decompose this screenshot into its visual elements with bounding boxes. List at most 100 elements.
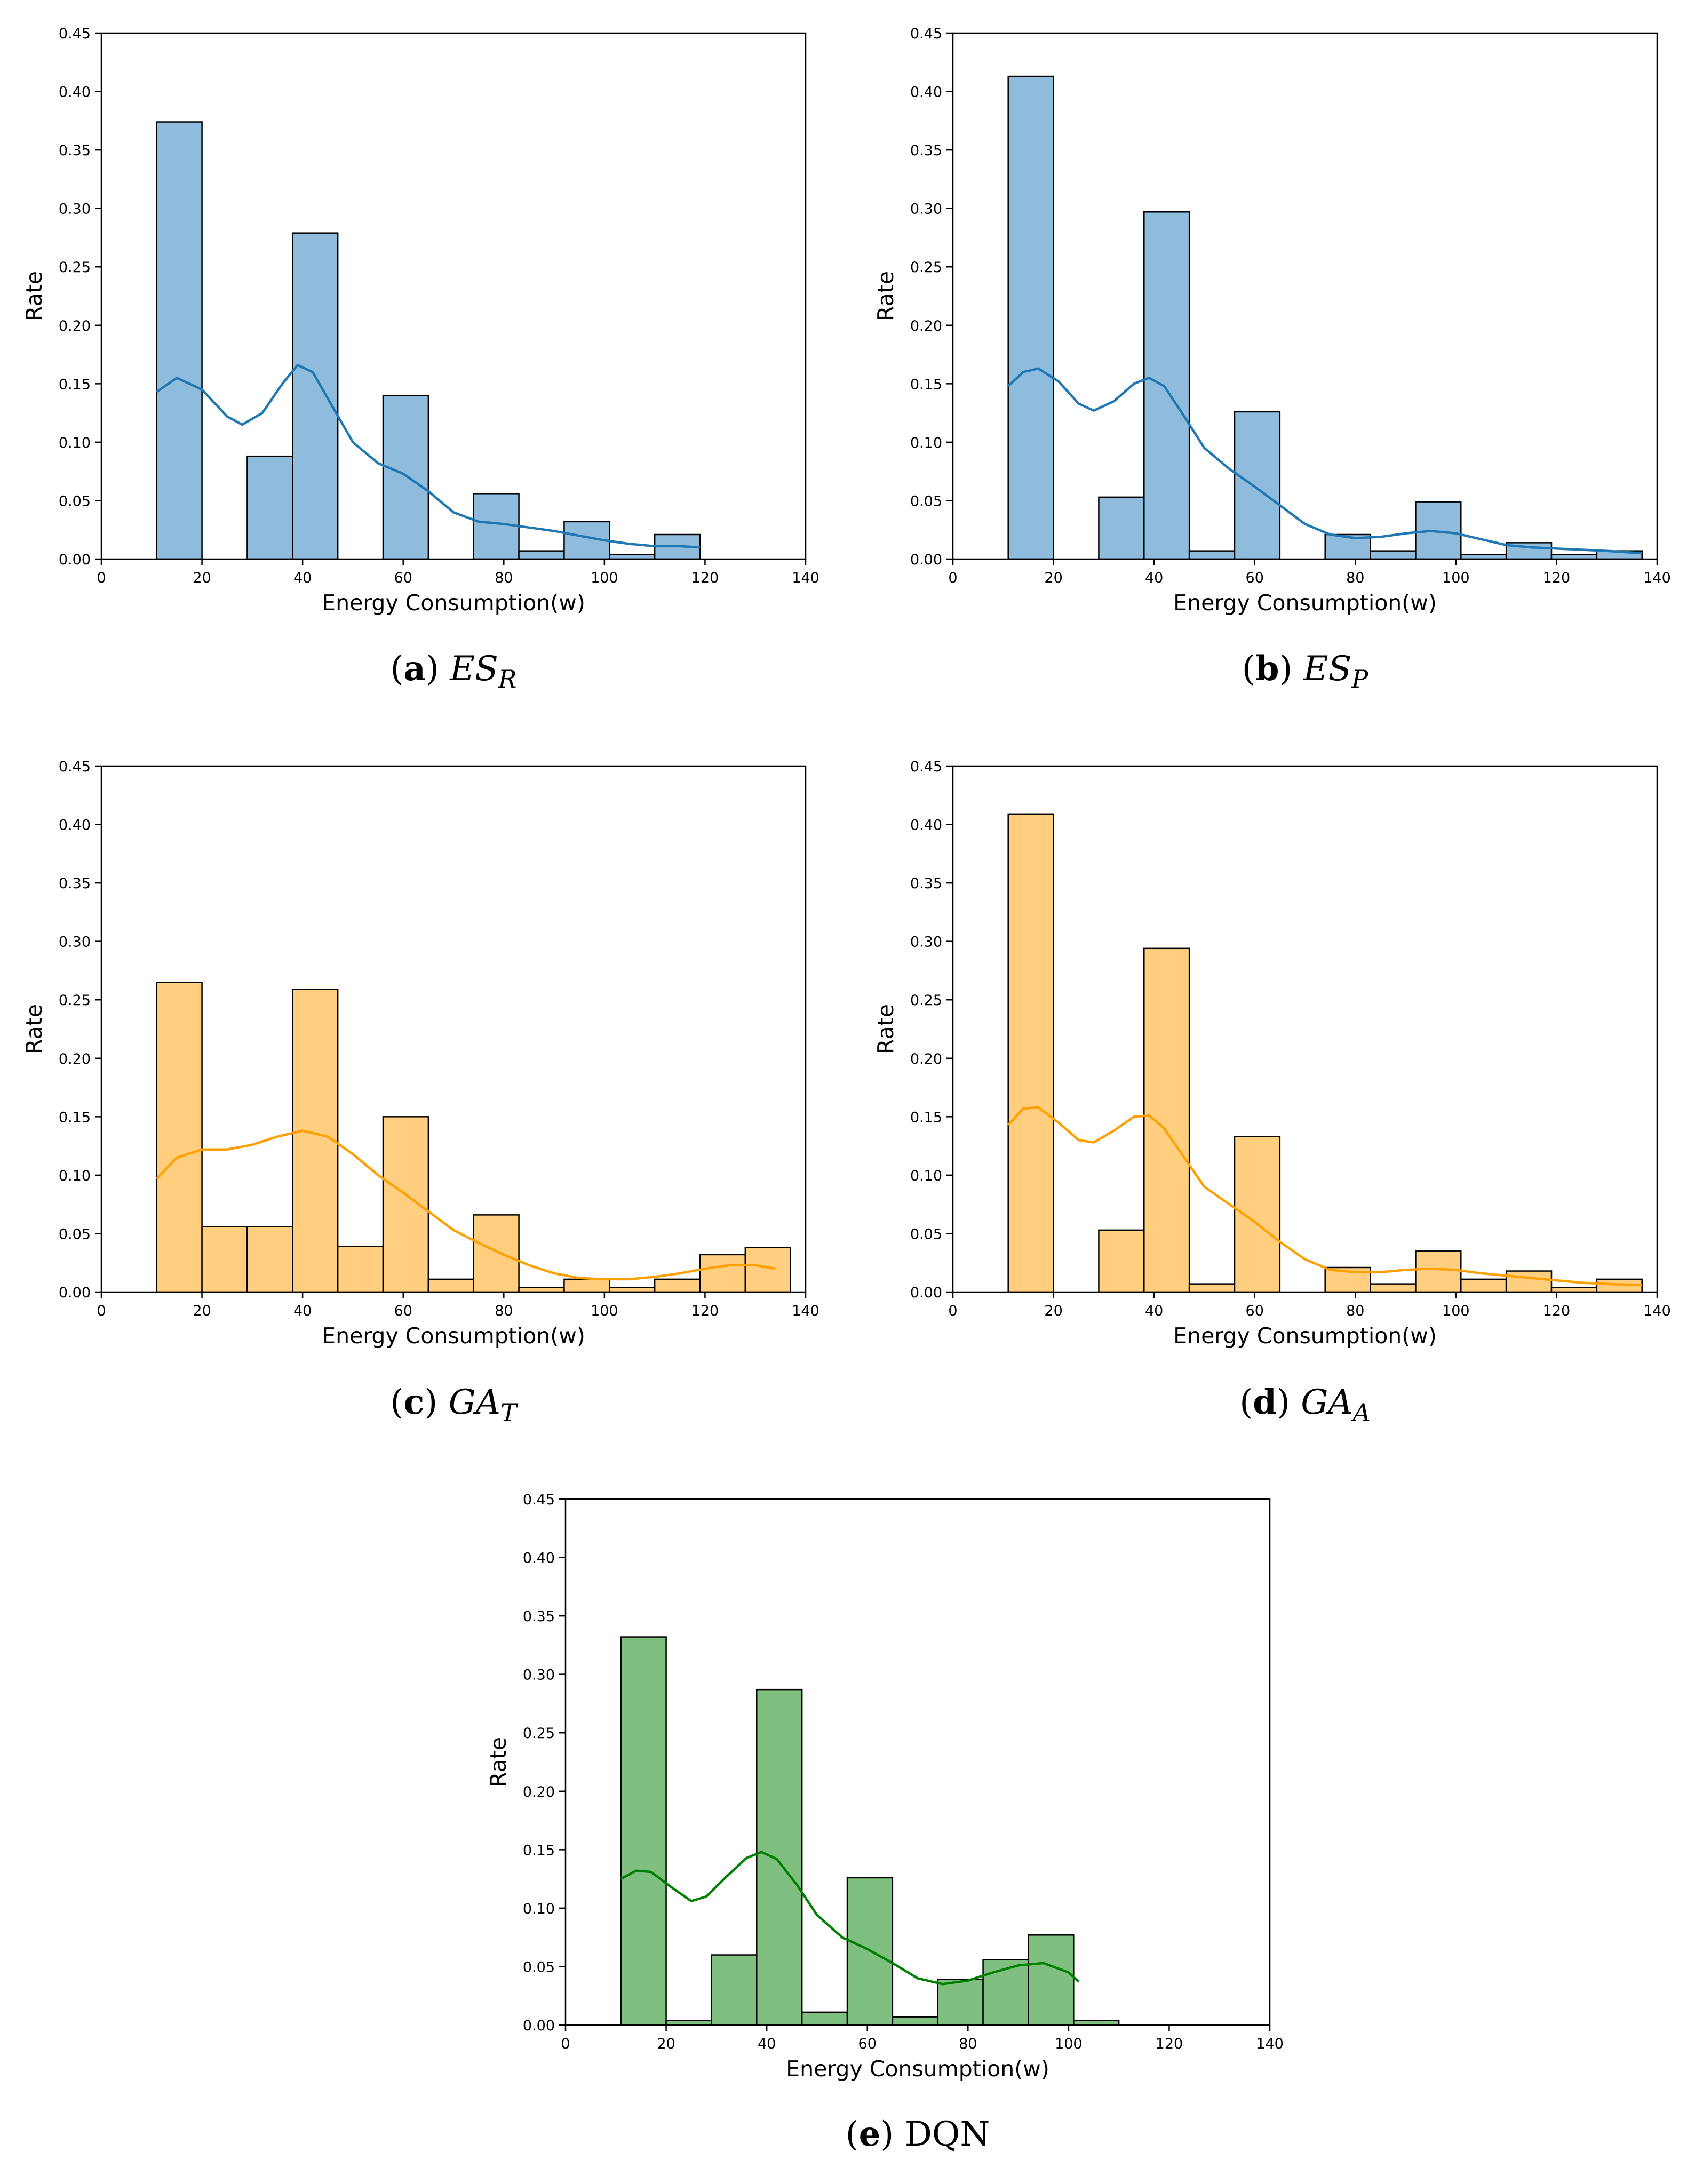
panel-caption: (b) ESP (1242, 649, 1369, 694)
caption-letter: e (859, 2114, 881, 2154)
x-tick-label: 40 (293, 1303, 312, 1319)
x-tick-label: 0 (561, 2036, 570, 2052)
histogram-bar (1234, 1136, 1281, 1293)
histogram-bar (1188, 1283, 1236, 1293)
histogram-bar (699, 1254, 746, 1293)
y-tick-label: 0.10 (523, 1901, 555, 1917)
x-tick-label: 80 (495, 1303, 513, 1319)
caption-close-paren: ) (1277, 1383, 1301, 1422)
histogram-bar (1028, 1934, 1075, 2026)
x-tick-label: 120 (1543, 1303, 1571, 1319)
plot-frame (564, 1498, 1271, 2026)
y-tick-label: 0.30 (59, 934, 91, 951)
plot-frame (100, 765, 807, 1293)
x-tick-label: 120 (1543, 570, 1571, 586)
histogram-bar (609, 1286, 656, 1293)
y-tick-label: 0.05 (910, 493, 942, 509)
y-tick-label: 0.45 (59, 759, 91, 775)
histogram-bar (1460, 1278, 1507, 1293)
caption-open-paren: ( (1239, 1383, 1253, 1422)
histogram-bar (620, 1636, 667, 2026)
x-tick-label: 20 (1044, 570, 1062, 586)
histogram-bar (1073, 2019, 1120, 2026)
kde-line (156, 1129, 776, 1281)
y-tick-label: 0.15 (910, 1109, 942, 1126)
histogram-bar (654, 1278, 701, 1293)
kde-line (620, 1851, 1080, 1986)
histogram-bar (665, 2019, 712, 2026)
caption-letter: b (1255, 649, 1279, 689)
y-tick-label: 0.25 (523, 1725, 555, 1742)
y-tick-label: 0.20 (59, 1051, 91, 1067)
histogram-bar (1098, 496, 1145, 560)
histogram-bar (1460, 553, 1507, 560)
y-tick-label: 0.40 (59, 817, 91, 834)
panel-caption: (e) DQN (846, 2114, 990, 2154)
x-tick-label: 20 (657, 2036, 675, 2052)
panel-d: 0 20 40 60 80 100 120 140 0.00 0.05 0.10 0.15 0.20 0.… (873, 759, 1671, 1427)
y-tick-label: 0.20 (910, 318, 942, 334)
y-tick-label: 0.20 (910, 1051, 942, 1067)
caption-name: GA (449, 1383, 500, 1422)
caption-subscript: T (500, 1398, 519, 1427)
y-tick-label: 0.25 (910, 259, 942, 276)
histogram-bar (1415, 501, 1462, 560)
caption-close-paren: ) (424, 1383, 448, 1422)
caption-open-paren: ( (391, 649, 404, 689)
panel-caption: (d) GAA (1239, 1382, 1371, 1427)
y-tick-label: 0.10 (59, 1168, 91, 1184)
plot-frame (952, 32, 1658, 560)
panel-caption: (c) GAT (390, 1382, 519, 1427)
x-tick-label: 60 (394, 570, 412, 586)
panel-a: 0 20 40 60 80 100 120 140 0.00 0.05 0.10 0.15 0.20 0.… (21, 26, 819, 694)
x-tick-label: 20 (1044, 1303, 1062, 1319)
y-tick-label: 0.25 (910, 992, 942, 1009)
histogram-bar (1505, 1270, 1553, 1293)
y-tick-label: 0.25 (59, 259, 91, 276)
caption-close-paren: ) (426, 649, 450, 689)
x-tick-label: 140 (1256, 2036, 1284, 2052)
x-tick-label: 0 (948, 570, 957, 586)
x-tick-label: 60 (394, 1303, 412, 1319)
y-tick-label: 0.00 (910, 552, 942, 568)
x-tick-label: 100 (591, 1303, 618, 1319)
y-tick-label: 0.40 (910, 817, 942, 834)
y-axis-label: Rate (21, 1004, 47, 1054)
x-axis-label: Energy Consumption(w) (1173, 1323, 1437, 1349)
y-tick-label: 0.15 (910, 376, 942, 393)
y-tick-label: 0.05 (59, 1226, 91, 1242)
x-tick-label: 120 (691, 570, 719, 586)
y-tick-label: 0.35 (523, 1608, 555, 1625)
x-tick-label: 0 (97, 570, 106, 586)
caption-open-paren: ( (390, 1383, 403, 1422)
y-tick-label: 0.45 (523, 1492, 555, 1508)
histogram-bar (518, 1286, 565, 1293)
histogram-bar (473, 1214, 520, 1293)
histogram-bar (246, 1226, 293, 1293)
y-tick-label: 0.10 (910, 435, 942, 451)
y-axis-label: Rate (486, 1737, 511, 1787)
histogram-bar (156, 121, 203, 560)
panel-e: 0 20 40 60 80 100 120 140 0.00 0.05 0.10 0.15 0.20 0.… (486, 1492, 1284, 2154)
histogram-bar (1415, 1250, 1462, 1293)
y-tick-label: 0.15 (59, 376, 91, 393)
y-tick-label: 0.30 (523, 1667, 555, 1684)
x-tick-label: 100 (1055, 2036, 1083, 2052)
caption-subscript: A (1351, 1398, 1371, 1427)
y-tick-label: 0.15 (59, 1109, 91, 1126)
histogram-bar (563, 1278, 610, 1293)
y-tick-label: 0.10 (59, 435, 91, 451)
x-tick-label: 0 (97, 1303, 106, 1319)
histogram-bar (473, 493, 520, 560)
kde-line (1007, 367, 1642, 555)
y-tick-label: 0.45 (910, 26, 942, 42)
x-axis-label: Energy Consumption(w) (322, 590, 585, 616)
histogram-bar (756, 1688, 803, 2026)
x-tick-label: 40 (1145, 570, 1163, 586)
y-tick-label: 0.25 (59, 992, 91, 1009)
caption-open-paren: ( (1242, 649, 1255, 689)
x-tick-label: 60 (1246, 570, 1264, 586)
y-tick-label: 0.45 (59, 26, 91, 42)
x-tick-label: 60 (858, 2036, 877, 2052)
